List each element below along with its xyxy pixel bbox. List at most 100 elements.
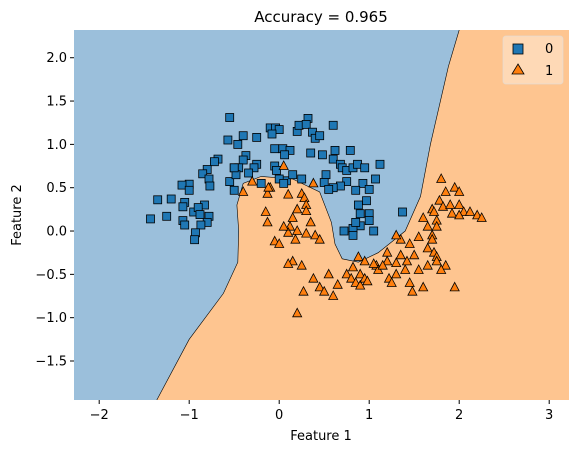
point-class-1-7 [308, 177, 319, 188]
y-tick-label-5: 1.0 [46, 138, 67, 153]
point-class-1-80 [434, 194, 445, 205]
point-class-0-33 [252, 132, 262, 142]
y-axis-label: Feature 2 [10, 184, 25, 246]
point-class-1-71 [418, 212, 429, 222]
point-class-1-14 [263, 181, 274, 192]
y-tick-label-1: −1.0 [35, 311, 67, 326]
point-class-0-99 [371, 174, 380, 184]
point-class-1-32 [292, 307, 303, 318]
point-class-1-55 [391, 268, 402, 279]
point-class-0-72 [249, 163, 259, 173]
point-class-1-92 [476, 212, 487, 222]
point-class-1-30 [308, 272, 319, 283]
point-class-0-0 [225, 113, 235, 122]
point-class-1-85 [449, 181, 460, 192]
x-axis: −2 −1 0 1 2 3 [90, 400, 553, 423]
point-class-1-38 [341, 268, 352, 279]
point-class-0-7 [209, 157, 219, 167]
point-class-0-31 [190, 235, 200, 245]
point-class-0-24 [146, 214, 155, 224]
point-class-0-73 [244, 168, 254, 178]
point-class-0-26 [180, 220, 190, 230]
point-class-1-18 [292, 225, 303, 235]
point-class-1-10 [301, 205, 312, 216]
point-class-0-15 [166, 194, 176, 204]
point-class-1-19 [290, 233, 301, 244]
x-tick-label-2: 0 [275, 408, 283, 423]
point-class-0-81 [353, 200, 363, 210]
point-class-1-81 [437, 200, 449, 211]
point-class-1-52 [391, 257, 402, 268]
point-class-0-4 [238, 155, 248, 165]
point-class-1-37 [332, 278, 343, 289]
point-class-1-70 [413, 231, 424, 242]
point-class-0-87 [348, 230, 358, 240]
point-class-0-98 [351, 217, 361, 227]
y-tick-label-6: 1.5 [46, 95, 67, 110]
y-tick-label-7: 2.0 [46, 51, 67, 66]
point-class-1-62 [377, 259, 388, 270]
point-class-1-88 [458, 206, 469, 216]
point-class-1-72 [422, 220, 433, 231]
point-class-1-29 [296, 259, 307, 270]
point-class-1-98 [431, 220, 442, 231]
point-class-1-66 [404, 277, 415, 287]
point-class-0-89 [375, 159, 385, 169]
point-class-1-67 [418, 281, 429, 292]
point-class-1-34 [319, 285, 330, 296]
point-class-1-43 [355, 268, 366, 279]
point-class-0-96 [279, 178, 289, 188]
point-class-1-65 [413, 264, 424, 274]
legend-marker-1 [511, 63, 525, 75]
point-class-1-4 [262, 187, 273, 198]
point-class-1-60 [391, 229, 402, 240]
point-class-0-14 [184, 185, 194, 195]
x-tick-label-4: 2 [455, 408, 463, 423]
point-class-1-40 [347, 261, 359, 272]
point-class-0-16 [153, 195, 163, 205]
point-class-1-50 [368, 258, 379, 268]
y-axis: −1.5 −1.0 −0.5 0.0 0.5 1.0 1.5 2.0 [35, 51, 74, 370]
point-class-1-94 [440, 259, 451, 270]
y-tick-label-2: −0.5 [35, 268, 67, 283]
point-class-0-43 [294, 120, 304, 130]
point-class-0-37 [267, 129, 277, 139]
points-layer [146, 113, 487, 318]
point-class-1-57 [401, 255, 413, 266]
point-class-1-96 [436, 264, 447, 274]
point-class-1-8 [299, 192, 310, 203]
point-class-1-56 [400, 264, 411, 274]
point-class-0-45 [301, 120, 311, 129]
chart-title: Accuracy = 0.965 [254, 8, 388, 26]
point-class-0-79 [364, 184, 374, 194]
x-tick-label-0: −2 [90, 408, 109, 423]
y-tick-label-3: 0.0 [46, 225, 67, 240]
point-class-1-23 [301, 227, 312, 238]
point-class-0-41 [280, 150, 290, 160]
point-class-0-38 [270, 144, 280, 154]
point-class-1-17 [283, 226, 294, 237]
point-class-0-60 [360, 163, 370, 173]
legend-label-0: 0 [545, 42, 553, 57]
point-class-1-41 [353, 251, 364, 261]
point-class-0-97 [369, 226, 379, 236]
point-class-0-59 [353, 159, 362, 169]
point-class-0-65 [321, 170, 331, 180]
point-class-0-22 [195, 210, 205, 220]
point-class-1-87 [454, 186, 465, 196]
point-class-1-68 [407, 285, 418, 296]
point-class-1-59 [404, 238, 415, 248]
x-tick-label-1: −1 [180, 408, 199, 423]
point-class-1-95 [431, 255, 442, 266]
point-class-0-29 [196, 220, 206, 230]
point-class-1-15 [287, 212, 298, 222]
point-class-0-32 [238, 131, 248, 141]
point-class-0-61 [358, 178, 368, 188]
x-axis-label: Feature 1 [290, 429, 352, 444]
y-tick-label-4: 0.5 [46, 181, 67, 196]
point-class-1-13 [262, 216, 273, 227]
point-class-1-51 [382, 255, 393, 266]
point-class-0-91 [256, 178, 266, 188]
point-class-1-11 [292, 203, 303, 214]
